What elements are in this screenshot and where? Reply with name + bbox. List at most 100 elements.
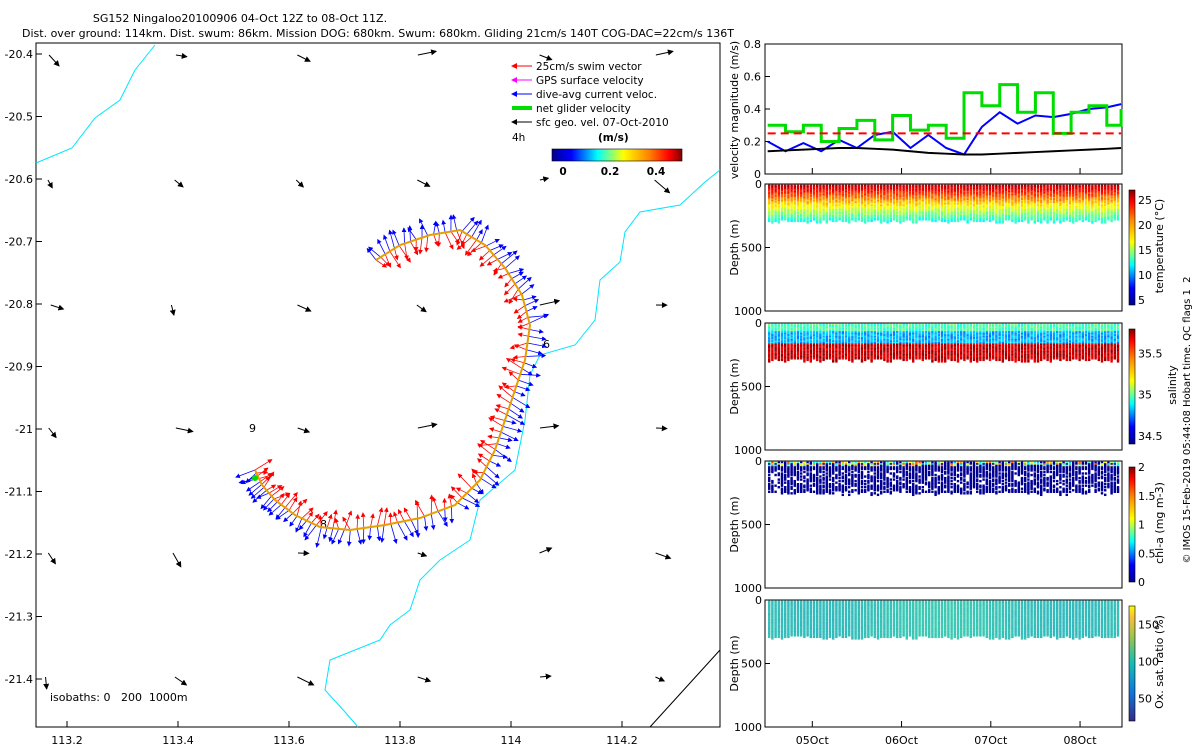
section-point — [1024, 337, 1027, 340]
section-point — [780, 355, 784, 359]
section-colorbar — [1128, 189, 1136, 306]
section-point — [995, 354, 998, 357]
section-point — [771, 199, 774, 203]
section-point — [1107, 205, 1110, 209]
section-point — [822, 190, 825, 194]
section-point — [790, 187, 793, 191]
section-point — [896, 201, 899, 204]
section-point — [854, 190, 857, 194]
section-point — [972, 329, 976, 333]
section-point — [800, 190, 803, 194]
section-point — [1078, 199, 1081, 203]
section-point — [1004, 323, 1008, 327]
section-point — [915, 357, 918, 360]
section-point — [953, 198, 956, 201]
section-point — [793, 219, 796, 223]
section-point — [857, 202, 860, 206]
section-point — [1014, 326, 1017, 330]
section-point — [1027, 218, 1030, 221]
section-point — [1100, 212, 1104, 215]
section-point — [1056, 218, 1059, 221]
section-point — [1001, 344, 1004, 348]
section-point — [956, 196, 960, 200]
section-point — [934, 198, 937, 201]
section-point — [777, 332, 780, 336]
section-point — [844, 331, 848, 334]
section-point — [998, 341, 1001, 345]
section-point — [950, 357, 953, 360]
section-point — [854, 218, 857, 221]
section-point — [947, 348, 950, 351]
section-point — [976, 341, 979, 345]
section-point — [979, 323, 982, 327]
section-point — [1011, 357, 1014, 360]
section-point — [832, 204, 835, 207]
swim-vector — [355, 513, 360, 530]
section-point — [1043, 205, 1046, 209]
section-point — [963, 209, 966, 212]
section-point — [908, 213, 912, 216]
section-point — [979, 184, 982, 188]
section-point — [1040, 213, 1043, 216]
section-point — [947, 192, 950, 195]
section-point — [976, 329, 979, 333]
section-point — [1011, 215, 1014, 218]
section-point — [793, 346, 796, 349]
section-point — [1072, 202, 1075, 206]
section-point — [867, 201, 870, 204]
section-point — [998, 354, 1001, 357]
section-point — [860, 209, 864, 212]
swim-vector — [389, 251, 401, 269]
section-point — [956, 215, 960, 218]
section-point — [796, 184, 800, 188]
section-point — [822, 349, 825, 352]
section-point — [966, 328, 969, 331]
section-point — [1056, 193, 1059, 197]
section-point — [812, 329, 816, 333]
section-point — [950, 193, 953, 197]
section-point — [1040, 212, 1043, 215]
section-point — [931, 343, 934, 346]
section-point — [1052, 209, 1056, 212]
section-point — [822, 335, 825, 339]
section-point — [972, 210, 976, 213]
section-point — [796, 348, 800, 351]
section-point — [864, 201, 867, 204]
section-point — [780, 187, 784, 191]
section-point — [924, 335, 928, 339]
section-point — [771, 215, 774, 218]
section-point — [1014, 221, 1017, 224]
current-vector — [235, 469, 256, 479]
current-vector — [526, 349, 543, 356]
geo-arrow — [172, 552, 182, 568]
current-vector — [502, 425, 523, 433]
section-point — [848, 335, 851, 339]
section-point — [992, 351, 995, 354]
section-point — [956, 189, 960, 192]
section-point — [864, 198, 867, 201]
section-point — [1081, 193, 1084, 197]
section-point — [787, 334, 790, 337]
section-point — [988, 355, 992, 359]
section-point — [854, 348, 857, 351]
section-point — [857, 334, 860, 337]
section-point — [1097, 195, 1100, 198]
section-point — [1100, 218, 1104, 221]
section-point — [828, 205, 832, 209]
geo-arrow — [47, 179, 53, 189]
current-vector — [461, 497, 481, 507]
section-point — [1094, 190, 1097, 194]
section-point — [819, 201, 822, 204]
section-point — [1084, 196, 1088, 200]
section-point — [921, 326, 924, 330]
section-point — [905, 202, 908, 206]
section-point — [934, 349, 937, 352]
section-point — [1030, 332, 1033, 336]
section-point — [1075, 198, 1078, 201]
section-point — [1088, 198, 1091, 201]
section-point — [915, 334, 918, 337]
section-point — [803, 335, 806, 339]
section-point — [870, 358, 873, 362]
section-point — [838, 195, 841, 198]
section-point — [998, 329, 1001, 333]
